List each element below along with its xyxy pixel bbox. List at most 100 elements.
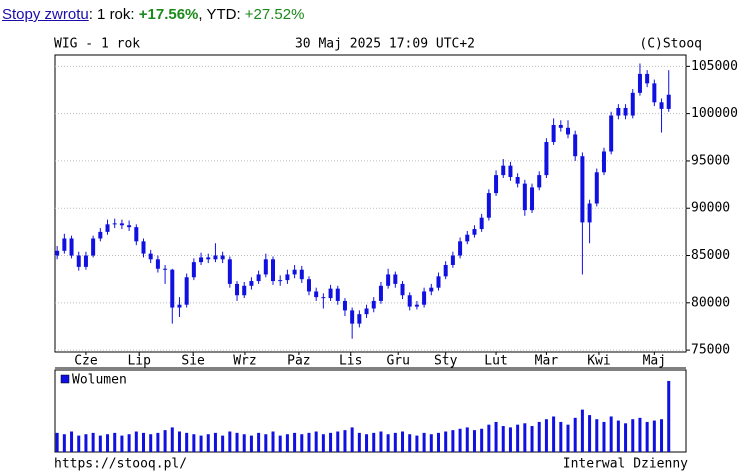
candle-body	[191, 262, 196, 278]
volume-bar	[609, 416, 613, 452]
volume-bar	[285, 434, 289, 452]
volume-bar	[278, 435, 282, 452]
volume-bar	[408, 434, 412, 452]
volume-bar	[429, 434, 433, 452]
candle-body	[544, 142, 549, 176]
candle-body	[328, 288, 333, 299]
y-tick-label: 105000	[691, 59, 738, 74]
volume-bar	[329, 432, 333, 452]
candle-body	[594, 172, 599, 204]
volume-bar	[393, 432, 397, 452]
volume-bar	[120, 435, 124, 452]
volume-bar	[494, 421, 498, 452]
volume-bar	[638, 417, 642, 452]
volume-bar	[192, 434, 196, 452]
x-tick-label: Gru	[386, 354, 409, 369]
footer-url: https://stooq.pl/	[54, 457, 187, 472]
volume-bar	[242, 434, 246, 452]
x-tick-label: Sie	[181, 354, 205, 369]
label: , YTD:	[198, 6, 245, 23]
x-tick-label: Lis	[339, 354, 362, 369]
candle-body	[112, 223, 117, 225]
candle-body	[213, 255, 218, 260]
volume-bar	[566, 424, 570, 452]
candle-body	[666, 94, 671, 109]
candle-body	[616, 107, 621, 116]
candle-body	[558, 124, 563, 128]
candle-body	[659, 102, 664, 109]
x-tick-label: Cze	[74, 354, 98, 369]
x-tick-label: Sty	[434, 354, 458, 369]
volume-bar	[580, 409, 584, 452]
volume-bar	[451, 430, 455, 452]
volume-bar	[98, 435, 102, 452]
candle-body	[601, 151, 606, 173]
candle-body	[494, 175, 499, 194]
volume-bar	[537, 421, 541, 452]
candle-body	[141, 241, 146, 254]
candle-body	[256, 274, 261, 282]
candle-body	[285, 274, 290, 281]
volume-bar	[314, 431, 318, 452]
volume-bar	[588, 415, 592, 452]
candle-body	[515, 177, 520, 184]
legend-label: Wolumen	[72, 373, 127, 388]
volume-bar	[379, 431, 383, 452]
volume-bar	[62, 434, 66, 452]
plot-area	[54, 369, 687, 453]
candle-body	[422, 291, 427, 305]
volume-bar	[552, 416, 556, 452]
volume-bar	[163, 430, 167, 452]
volume-bar	[458, 428, 462, 452]
volume-bar	[660, 419, 664, 452]
volume-bar	[544, 419, 548, 452]
volume-bar	[70, 431, 74, 452]
candle-body	[127, 225, 132, 228]
volume-bar	[624, 423, 628, 452]
volume-bar	[141, 432, 145, 452]
candle-body	[271, 259, 276, 282]
volume-bar	[321, 434, 325, 452]
candle-body	[443, 264, 448, 277]
label: : 1 rok:	[88, 6, 139, 23]
candle-body	[573, 134, 578, 157]
y-tick-label: 90000	[691, 201, 730, 216]
candle-body	[242, 285, 247, 296]
candle-body	[306, 279, 311, 292]
x-tick-label: Wrz	[233, 354, 256, 369]
volume-bar	[127, 434, 131, 452]
candle-body	[645, 73, 650, 84]
candle-body	[350, 310, 355, 324]
volume-bar	[365, 434, 369, 452]
candle-body	[357, 314, 362, 324]
x-tick-label: Kwi	[587, 354, 610, 369]
x-tick-label: Paz	[287, 354, 310, 369]
candle-body	[486, 193, 491, 218]
candle-body	[508, 165, 513, 178]
returns-link[interactable]: Stopy zwrotu	[2, 6, 89, 23]
volume-bar	[228, 431, 232, 452]
volume-bar	[156, 432, 160, 452]
candle-body	[580, 156, 585, 223]
candle-body	[278, 280, 283, 282]
volume-bar	[480, 428, 484, 452]
volume-bar	[350, 427, 354, 452]
volume-bar	[307, 432, 311, 452]
candle-body	[537, 175, 542, 188]
volume-bar	[77, 435, 81, 452]
candle-body	[371, 300, 376, 309]
candle-body	[220, 255, 225, 260]
candle-body	[227, 259, 232, 284]
candle-body	[465, 234, 470, 242]
volume-bar	[170, 427, 174, 452]
candle-body	[235, 283, 240, 296]
volume-bar	[508, 427, 512, 452]
volume-bar	[602, 421, 606, 452]
volume-bar	[472, 430, 476, 452]
volume-bar	[149, 434, 153, 452]
volume-bar	[264, 434, 268, 452]
y-tick-label: 80000	[691, 295, 730, 310]
y-tick-label: 100000	[691, 106, 738, 121]
footer-interval: Interwal Dzienny	[563, 457, 688, 472]
candle-body	[314, 291, 319, 298]
